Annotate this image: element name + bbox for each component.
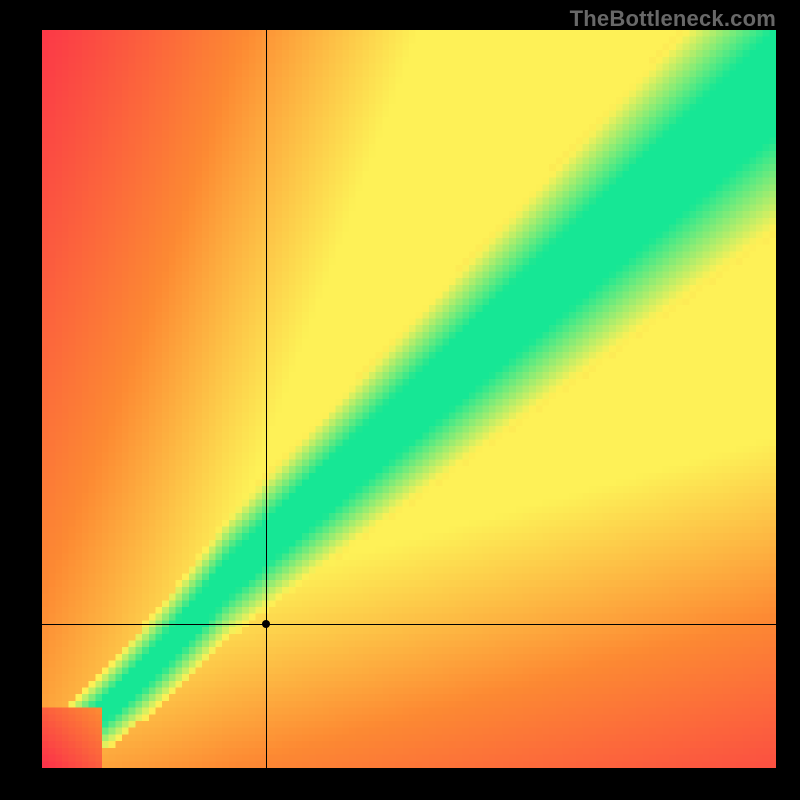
crosshair-horizontal	[42, 624, 776, 625]
watermark-text: TheBottleneck.com	[570, 6, 776, 32]
bottleneck-heatmap	[42, 30, 776, 768]
crosshair-vertical	[266, 30, 267, 768]
chart-container: TheBottleneck.com	[0, 0, 800, 800]
selected-point-marker	[262, 620, 270, 628]
